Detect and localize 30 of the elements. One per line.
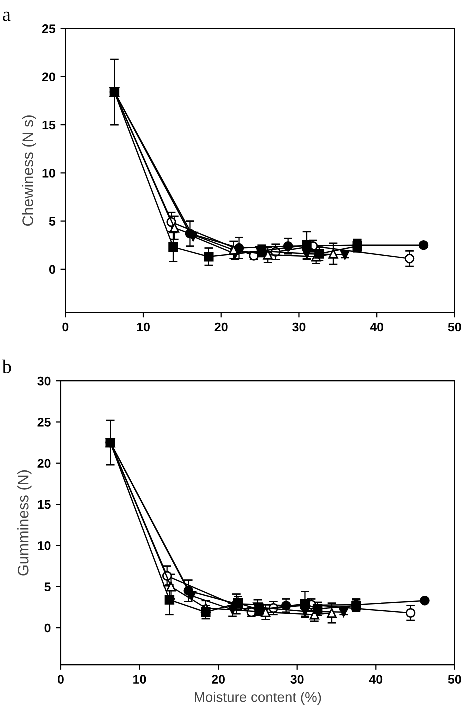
chart-title: b — [2, 360, 12, 374]
y-tick-label: 10 — [42, 168, 56, 178]
y-tick-label: 10 — [38, 542, 51, 550]
y-tick-label: 5 — [49, 217, 56, 226]
x-tick-label: 0 — [62, 322, 69, 332]
y-tick-label: 20 — [42, 72, 56, 82]
y-tick-label: 25 — [38, 418, 51, 427]
y-axis-title: Gumminess (N) — [18, 470, 32, 576]
y-tick-label: 5 — [44, 582, 51, 592]
y-axis-title: Chewiness (N s) — [22, 116, 36, 226]
x-tick-label: 50 — [448, 675, 462, 684]
y-tick-label: 15 — [38, 500, 51, 510]
x-tick-label: 40 — [370, 322, 384, 332]
y-tick-label: 30 — [38, 376, 51, 386]
y-tick-label: 25 — [42, 24, 56, 34]
x-tick-label: 10 — [134, 675, 146, 684]
x-tick-label: 50 — [448, 322, 462, 332]
x-tick-label: 40 — [369, 675, 383, 684]
x-tick-label: 0 — [58, 675, 64, 684]
x-tick-label: 20 — [212, 675, 225, 684]
y-tick-label: 0 — [49, 265, 56, 274]
x-tick-label: 20 — [214, 322, 228, 332]
x-tick-label: 10 — [137, 322, 150, 332]
y-tick-label: 0 — [44, 624, 51, 633]
x-tick-label: 30 — [292, 322, 306, 332]
chart-title: a — [3, 12, 11, 22]
x-axis-title: Moisture content (%) — [195, 692, 322, 705]
x-tick-label: 30 — [290, 675, 304, 684]
y-tick-label: 20 — [38, 459, 51, 468]
y-tick-label: 15 — [42, 120, 56, 130]
